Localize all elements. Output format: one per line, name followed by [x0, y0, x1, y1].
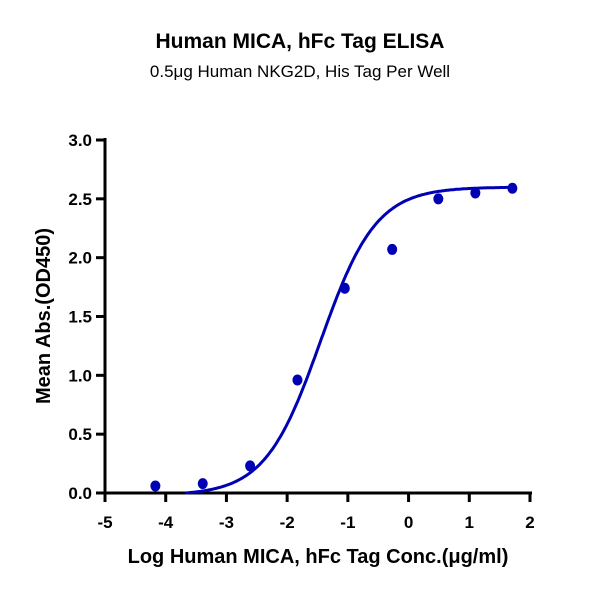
y-tick-label: 0.5 — [68, 425, 92, 444]
y-tick-label: 2.5 — [68, 190, 92, 209]
x-tick-label: -3 — [219, 513, 234, 532]
chart-title: Human MICA, hFc Tag ELISA — [155, 30, 445, 53]
y-tick-label: 1.0 — [68, 366, 92, 385]
x-tick-label: -4 — [158, 513, 174, 532]
y-tick-label: 0.0 — [68, 484, 92, 503]
x-axis-label: Log Human MICA, hFc Tag Conc.(μg/ml) — [128, 546, 509, 568]
x-tick-label: 0 — [404, 513, 413, 532]
data-point — [245, 460, 256, 472]
x-tick-label: 2 — [525, 513, 534, 532]
x-tick-label: -5 — [97, 513, 112, 532]
x-tick-label: -1 — [340, 513, 355, 532]
data-point — [433, 193, 444, 205]
x-tick-label: -2 — [280, 513, 295, 532]
data-point — [387, 243, 398, 255]
fit-curve — [185, 185, 513, 495]
data-point — [150, 480, 161, 492]
y-axis-label: Mean Abs.(OD450) — [33, 228, 55, 404]
x-tick-label: 1 — [465, 513, 474, 532]
data-point — [339, 282, 350, 294]
y-tick-label: 2.0 — [68, 249, 92, 268]
chart-subtitle: 0.5μg Human NKG2D, His Tag Per Well — [149, 62, 451, 81]
data-point — [292, 374, 303, 386]
data-point — [470, 187, 481, 199]
data-point — [507, 182, 518, 194]
data-point — [197, 478, 208, 490]
y-tick-label: 1.5 — [68, 308, 92, 327]
y-tick-label: 3.0 — [68, 131, 92, 150]
